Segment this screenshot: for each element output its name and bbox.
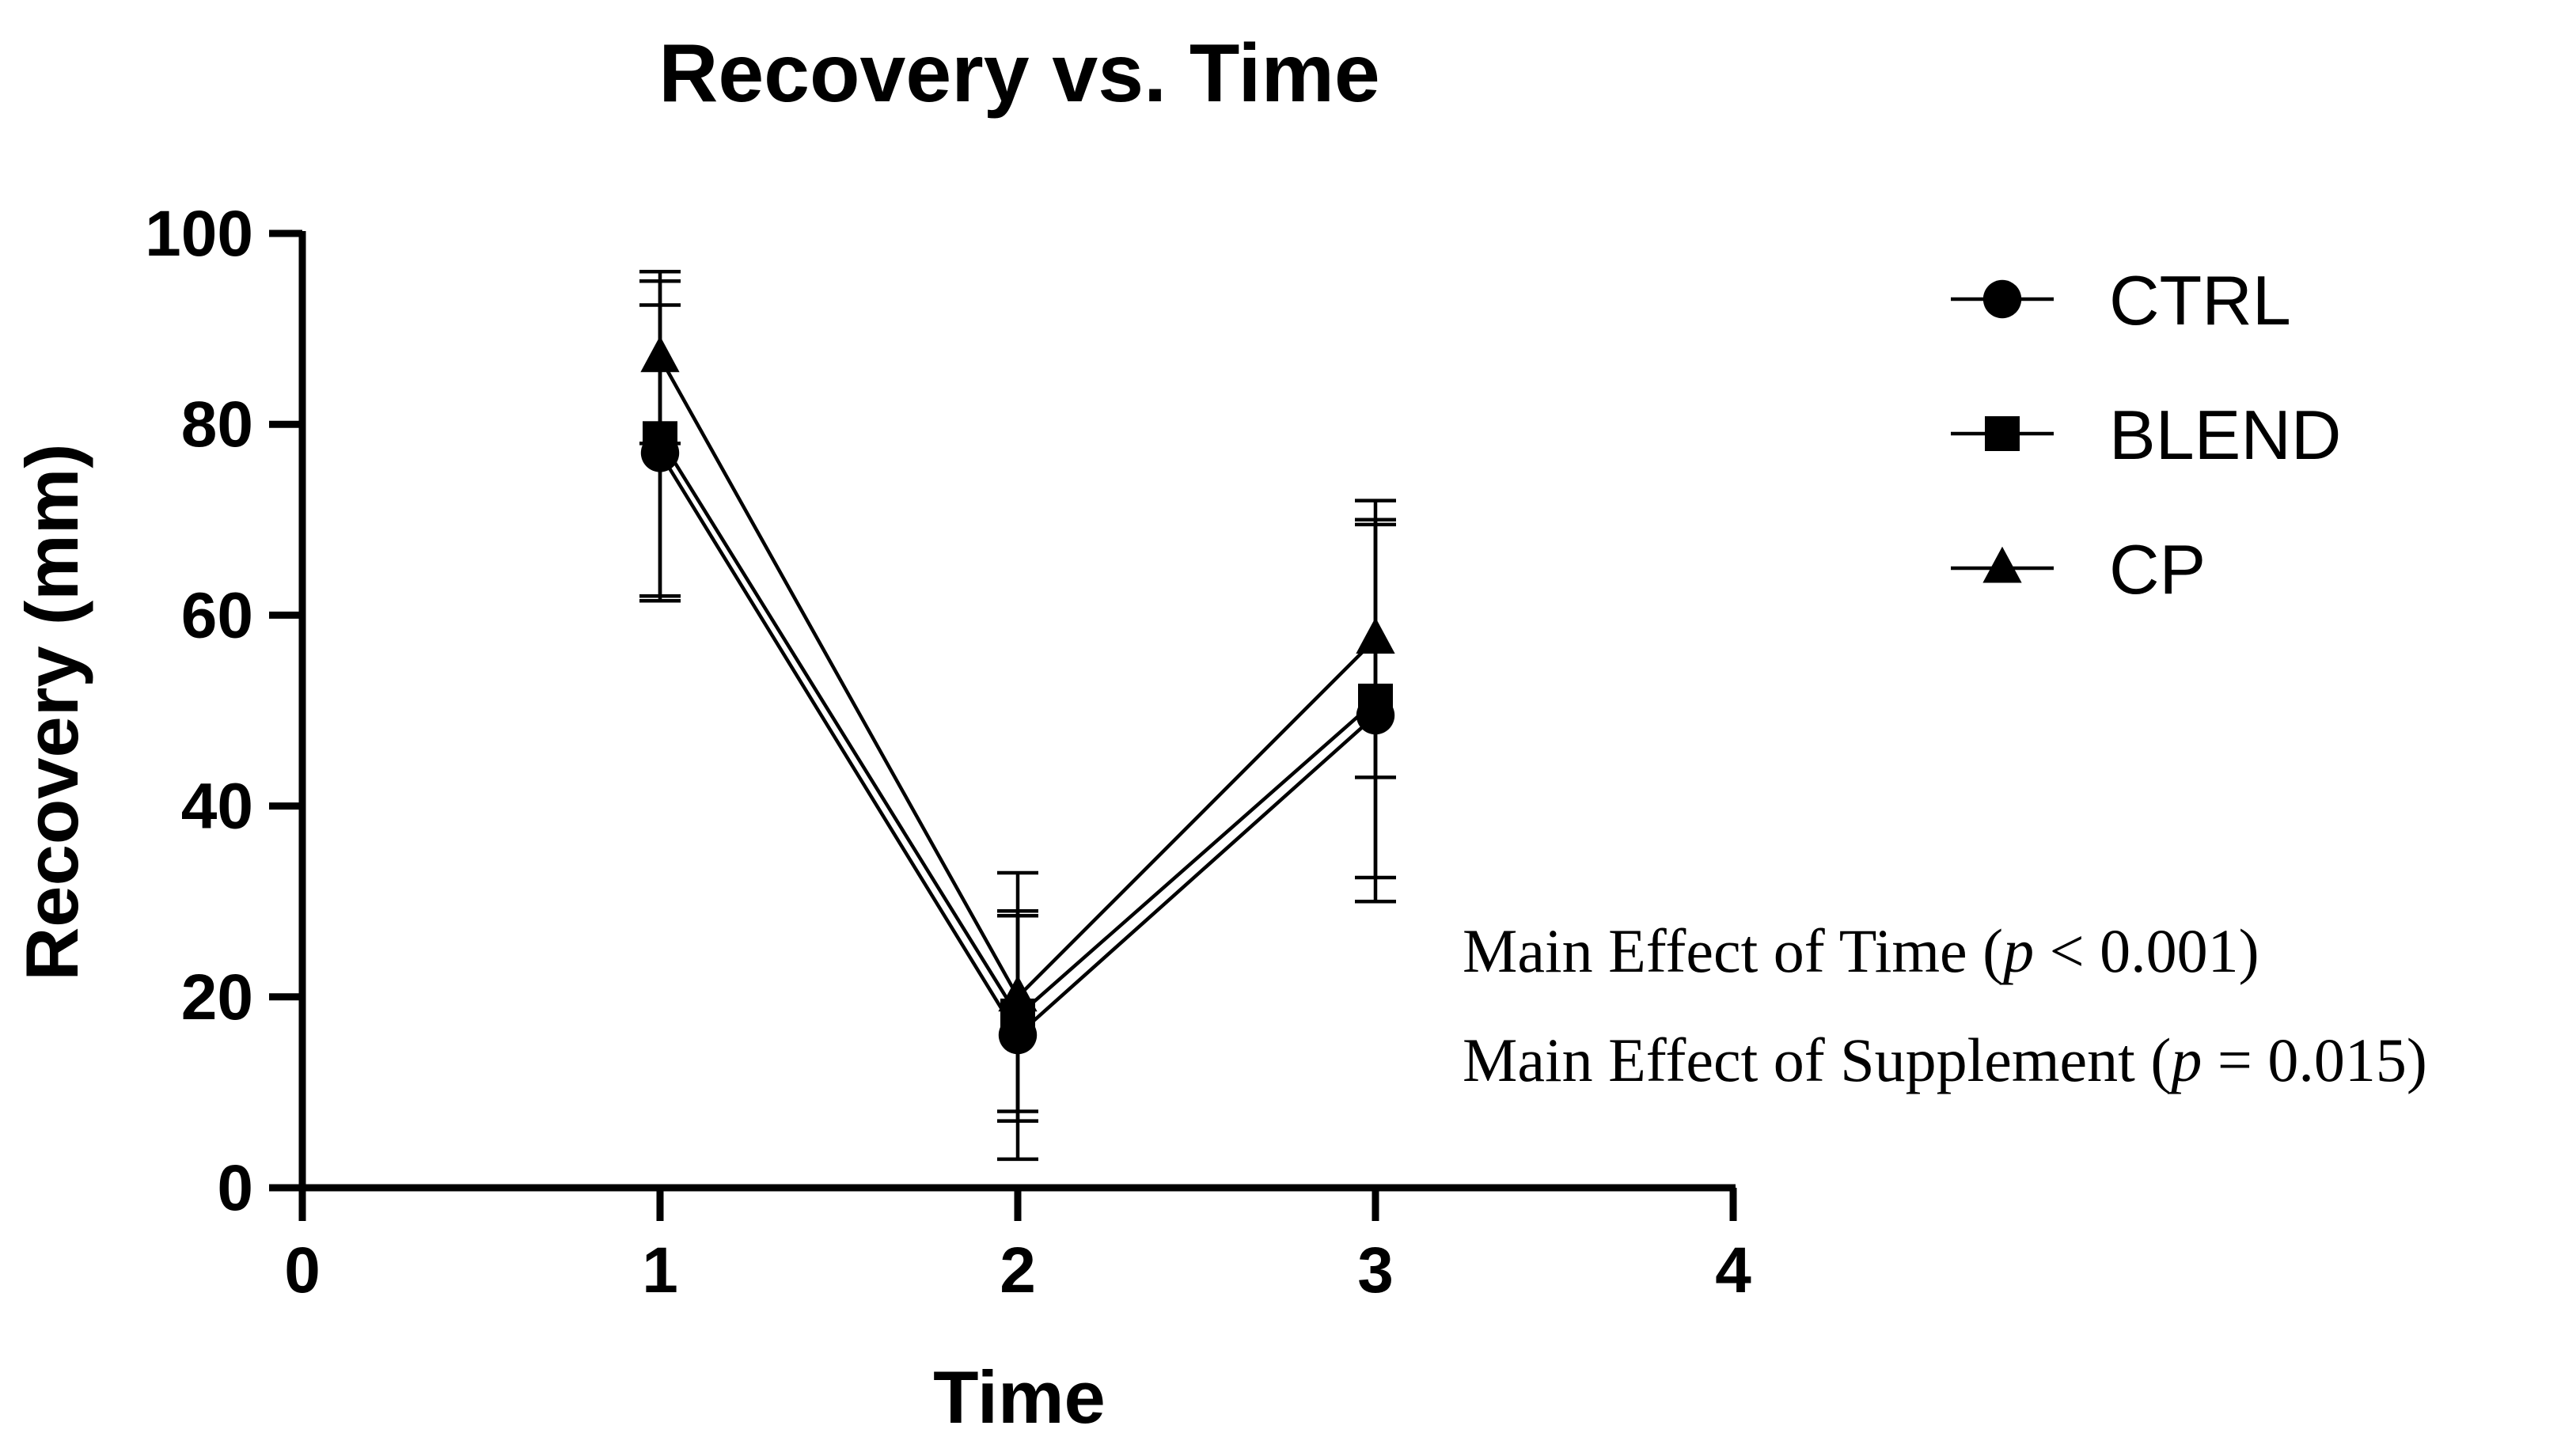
chart-title: Recovery vs. Time: [658, 28, 1380, 119]
stat-annotation: Main Effect of Time (p < 0.001): [1463, 916, 2259, 985]
ticks: [269, 229, 1737, 1221]
annotation-suffix: = 0.015): [2202, 1026, 2426, 1094]
y-tick-label: 80: [181, 389, 253, 461]
y-tick-label: 0: [217, 1152, 253, 1224]
x-tick-label: 1: [642, 1234, 678, 1306]
series-layer: [639, 269, 1396, 1162]
y-tick-label: 100: [145, 198, 253, 270]
stat-annotation: Main Effect of Supplement (p = 0.015): [1463, 1026, 2427, 1094]
legend-label-blend: BLEND: [2109, 396, 2341, 474]
y-tick-label: 20: [181, 961, 253, 1033]
legend-marker-ctrl: [1982, 279, 2022, 319]
legend-item-ctrl: CTRL: [1951, 261, 2291, 339]
y-tick-label: 60: [181, 579, 253, 651]
x-axis-label: Time: [933, 1356, 1106, 1439]
y-tick-label: 40: [181, 771, 253, 843]
series-cp: [639, 269, 1396, 1123]
annotation-stat: p: [2167, 1026, 2202, 1094]
data-point-cp: [640, 336, 680, 373]
legend-marker-blend: [1985, 416, 2020, 451]
annotation-stat: p: [1999, 916, 2034, 985]
annotation-prefix: Main Effect of Supplement (: [1463, 1026, 2171, 1094]
legend-item-cp: CP: [1951, 530, 2206, 609]
x-tick-label: 3: [1357, 1234, 1394, 1306]
data-point-cp: [998, 975, 1038, 1012]
x-tick-label: 4: [1715, 1234, 1751, 1306]
legend: CTRL BLEND CP: [1951, 261, 2341, 609]
data-point-cp: [1356, 617, 1395, 654]
y-axis-label: Recovery (mm): [10, 443, 93, 980]
legend-label-cp: CP: [2109, 530, 2206, 609]
x-tick-label: 0: [284, 1234, 321, 1306]
legend-label-ctrl: CTRL: [2109, 261, 2291, 339]
legend-item-blend: BLEND: [1951, 396, 2341, 474]
annotation-prefix: Main Effect of Time (: [1463, 916, 2003, 985]
legend-marker-cp: [1982, 546, 2022, 583]
annotation-suffix: < 0.001): [2034, 916, 2259, 985]
x-tick-label: 2: [1000, 1234, 1036, 1306]
annotations: Main Effect of Time (p < 0.001)Main Effe…: [1463, 916, 2427, 1094]
